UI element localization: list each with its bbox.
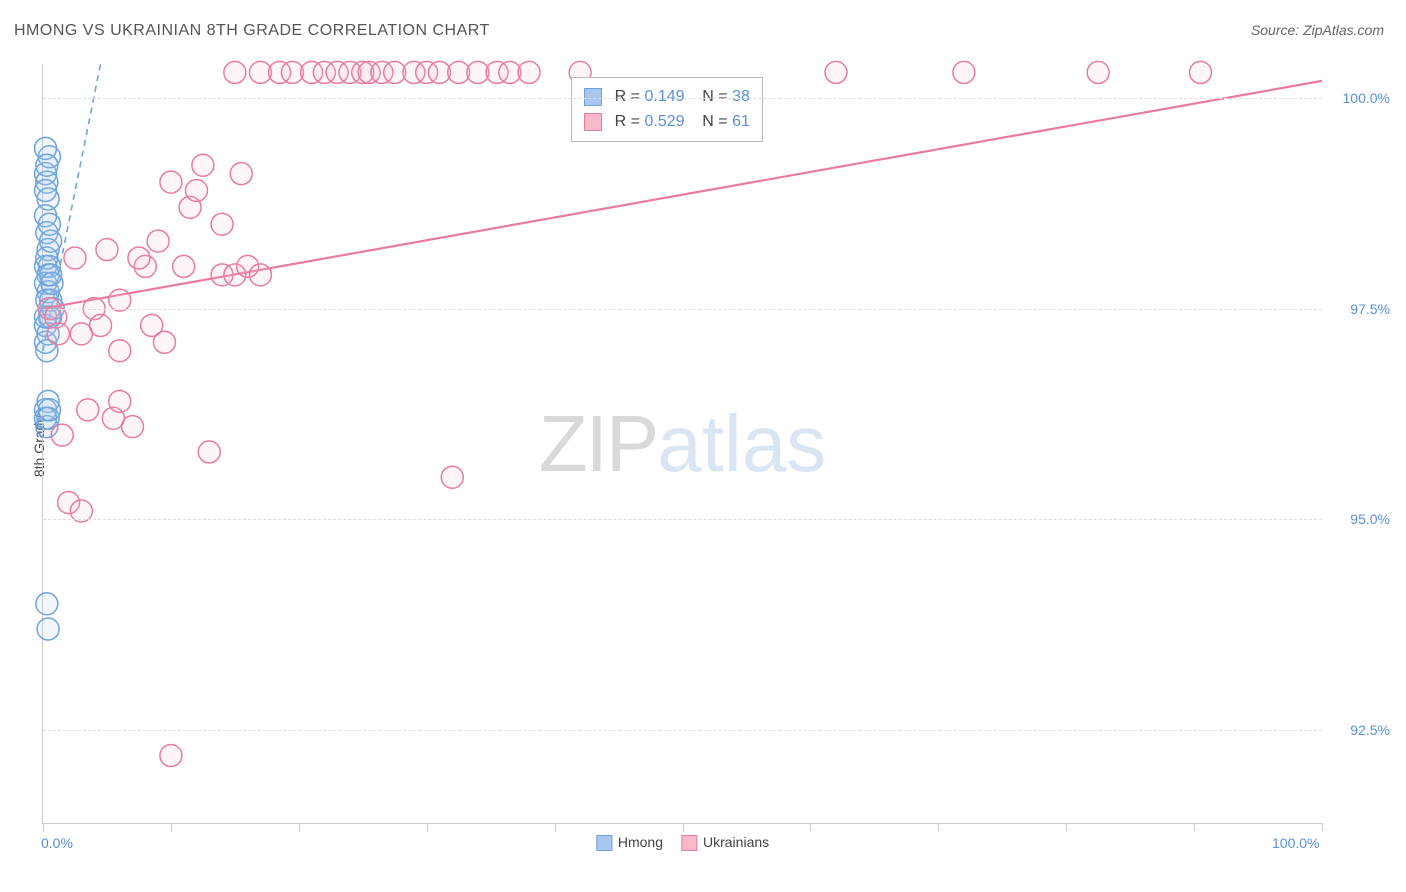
data-point	[249, 264, 271, 286]
gridline-h	[43, 730, 1322, 731]
stats-n-value: 61	[732, 113, 750, 130]
data-point	[160, 745, 182, 767]
stats-r-value: 0.529	[644, 113, 684, 130]
data-point	[953, 61, 975, 83]
data-point	[35, 180, 57, 202]
x-tick	[299, 823, 300, 831]
y-tick-label: 97.5%	[1350, 301, 1390, 317]
chart-plot-area: ZIPatlas R = 0.149 N = 38 R = 0.529 N = …	[42, 64, 1322, 824]
x-tick	[1194, 823, 1195, 831]
x-tick	[810, 823, 811, 831]
data-point	[38, 399, 60, 421]
data-point	[47, 323, 69, 345]
stats-row-ukrainians: R = 0.529 N = 61	[584, 109, 750, 135]
stats-r-label: R =	[615, 88, 640, 105]
x-tick	[1322, 823, 1323, 831]
stats-r-value: 0.149	[644, 88, 684, 105]
gridline-h	[43, 519, 1322, 520]
data-point	[1087, 61, 1109, 83]
source-label: Source:	[1251, 22, 1299, 38]
stats-n-value: 38	[732, 88, 750, 105]
data-point	[90, 314, 112, 336]
data-point	[37, 618, 59, 640]
data-point	[64, 247, 86, 269]
correlation-stats-box: R = 0.149 N = 38 R = 0.529 N = 61	[571, 77, 763, 142]
stats-n-label: N =	[702, 113, 727, 130]
data-point	[518, 61, 540, 83]
data-point	[185, 180, 207, 202]
data-point	[154, 331, 176, 353]
x-tick	[938, 823, 939, 831]
x-tick-label: 0.0%	[41, 835, 73, 851]
legend-swatch-hmong	[596, 835, 612, 851]
scatter-svg	[43, 64, 1322, 823]
chart-title: HMONG VS UKRAINIAN 8TH GRADE CORRELATION…	[14, 22, 490, 40]
x-tick	[555, 823, 556, 831]
data-point	[198, 441, 220, 463]
legend-swatch-ukrainians	[681, 835, 697, 851]
x-tick	[43, 823, 44, 831]
y-tick-label: 100.0%	[1343, 90, 1390, 106]
legend-label: Ukrainians	[703, 834, 769, 850]
data-point	[77, 399, 99, 421]
data-point	[122, 416, 144, 438]
stats-r-label: R =	[615, 113, 640, 130]
x-tick	[1066, 823, 1067, 831]
gridline-h	[43, 309, 1322, 310]
data-point	[96, 239, 118, 261]
legend: Hmong Ukrainians	[596, 834, 769, 851]
data-point	[38, 213, 60, 235]
source-name: ZipAtlas.com	[1303, 22, 1384, 38]
stats-swatch-hmong	[584, 88, 602, 106]
stats-swatch-ukrainians	[584, 113, 602, 131]
data-point	[36, 593, 58, 615]
stats-n-label: N =	[702, 88, 727, 105]
legend-label: Hmong	[618, 834, 663, 850]
legend-item-hmong: Hmong	[596, 834, 663, 851]
data-point	[40, 264, 62, 286]
x-tick	[171, 823, 172, 831]
data-point	[147, 230, 169, 252]
data-point	[1189, 61, 1211, 83]
gridline-h	[43, 98, 1322, 99]
source-attribution: Source: ZipAtlas.com	[1251, 22, 1384, 38]
data-point	[51, 424, 73, 446]
x-tick-label: 100.0%	[1272, 835, 1319, 851]
x-tick	[683, 823, 684, 831]
data-point	[109, 390, 131, 412]
data-point	[211, 213, 233, 235]
x-tick	[427, 823, 428, 831]
data-point	[36, 154, 58, 176]
data-point	[441, 466, 463, 488]
stats-row-hmong: R = 0.149 N = 38	[584, 84, 750, 110]
legend-item-ukrainians: Ukrainians	[681, 834, 769, 851]
data-point	[160, 171, 182, 193]
data-point	[224, 61, 246, 83]
y-tick-label: 92.5%	[1350, 722, 1390, 738]
data-point	[128, 247, 150, 269]
data-point	[192, 154, 214, 176]
data-point	[109, 340, 131, 362]
y-tick-label: 95.0%	[1350, 511, 1390, 527]
data-point	[825, 61, 847, 83]
data-point	[173, 255, 195, 277]
data-point	[230, 163, 252, 185]
